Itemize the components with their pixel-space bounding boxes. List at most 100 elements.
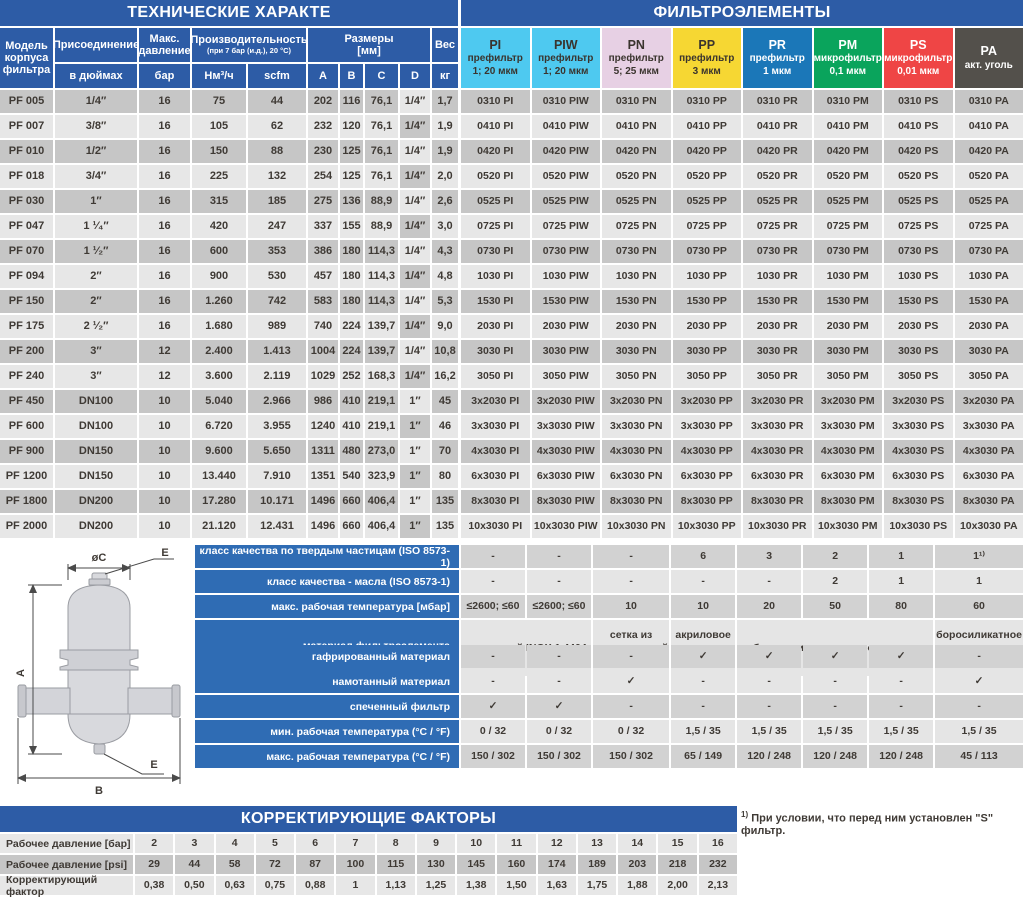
spec-value-cell: 1,5 / 35: [737, 720, 802, 743]
filter-element-cell: 0730 PR: [743, 240, 812, 263]
subheader-bar: бар: [139, 64, 190, 88]
filter-element-cell: 0730 PI: [461, 240, 530, 263]
filter-element-cell: 3050 PA: [954, 365, 1023, 388]
model-cell: PF 600: [0, 415, 53, 438]
data-cell: 600: [192, 240, 246, 263]
filter-element-cell: 0310 PR: [743, 90, 812, 113]
spec-value-cell: 1,5 / 35: [671, 720, 736, 743]
spec-value-cell: -: [671, 670, 736, 693]
filter-micron-label: 0,01 мкм: [897, 65, 940, 77]
filter-element-cell: 0310 PA: [954, 90, 1023, 113]
data-cell: 1240: [308, 415, 338, 438]
filter-element-cell: 0520 PA: [954, 165, 1023, 188]
spec-value-cell: -: [461, 545, 525, 568]
filter-element-cell: 3x2030 PN: [602, 390, 671, 413]
filter-element-cell: 4x3030 PIW: [531, 440, 600, 463]
data-cell: 10: [139, 440, 190, 463]
data-cell: 1″: [400, 415, 430, 438]
filter-element-cell: 1030 PA: [954, 265, 1023, 288]
data-cell: 88: [248, 140, 306, 163]
filter-element-cell: 0420 PA: [954, 140, 1023, 163]
filter-element-cell: 6x3030 PI: [461, 465, 530, 488]
data-cell: 120: [340, 115, 363, 138]
spec-value-cell: 1,5 / 35: [869, 720, 934, 743]
data-cell: 1/4″: [400, 340, 430, 363]
data-cell: 986: [308, 390, 338, 413]
spec-value-cell: 65 / 149: [671, 745, 736, 768]
spec-value-cell: 1,5 / 35: [803, 720, 868, 743]
model-cell: PF 450: [0, 390, 53, 413]
spec-value-cell: 0 / 32: [461, 720, 525, 743]
filter-element-cell: 0730 PA: [954, 240, 1023, 263]
dim-label-port-e-bottom: E: [150, 759, 157, 771]
spec-value-cell: 45 / 113: [935, 745, 1023, 768]
data-cell: 1496: [308, 490, 338, 513]
data-cell: 420: [192, 215, 246, 238]
vessel-body: [17, 572, 181, 755]
data-cell: 410: [340, 390, 363, 413]
filter-column-header: PN префильтр 5; 25 мкм: [602, 28, 671, 88]
data-cell: 1/4″: [55, 90, 137, 113]
data-cell: 740: [308, 315, 338, 338]
data-cell: 80: [432, 465, 458, 488]
spec-value-cell: -: [593, 570, 670, 593]
filter-element-cell: 10x3030 PI: [461, 515, 530, 538]
data-cell: 1/2″: [55, 140, 137, 163]
filter-element-cell: 3050 PP: [672, 365, 741, 388]
data-cell: 1″: [400, 390, 430, 413]
column-header-connection: Присоединение: [53, 28, 139, 62]
filter-element-cell: 3x3030 PP: [672, 415, 741, 438]
filter-element-cell: 3x3030 PR: [743, 415, 812, 438]
data-cell: 76,1: [365, 140, 398, 163]
footnote-text: При условии, что перед ним установлен "S…: [741, 812, 994, 837]
spec-value-cell: -: [869, 670, 934, 693]
spec-value-cell: 1: [869, 570, 934, 593]
filter-element-cell: 4x3030 PN: [602, 440, 671, 463]
correction-value-cell: 29: [135, 855, 174, 874]
spec-value-cell: ✓: [461, 695, 525, 718]
filter-element-cell: 2030 PM: [813, 315, 882, 338]
model-cell: PF 010: [0, 140, 53, 163]
data-cell: 457: [308, 265, 338, 288]
filter-element-cell: 0420 PN: [602, 140, 671, 163]
subheader-dim-a: A: [308, 64, 338, 88]
correction-value-cell: 14: [618, 834, 657, 853]
data-cell: 62: [248, 115, 306, 138]
model-cell: PF 047: [0, 215, 53, 238]
filter-element-cell: 0410 PN: [602, 115, 671, 138]
data-cell: 10,8: [432, 340, 458, 363]
dim-label-port-e-top: E: [161, 547, 168, 559]
filter-element-cell: 3030 PP: [672, 340, 741, 363]
filter-micron-label: 3 мкм: [692, 65, 721, 77]
filter-element-cell: 0410 PM: [813, 115, 882, 138]
spec-value-cell: 120 / 248: [869, 745, 934, 768]
spec-value-cell: 1: [869, 545, 934, 568]
data-cell: 3.600: [192, 365, 246, 388]
spec-value-cell: -: [593, 695, 670, 718]
spec-value-cell: ✓: [671, 645, 736, 668]
data-cell: 125: [340, 140, 363, 163]
data-cell: 114,3: [365, 290, 398, 313]
filter-element-cell: 6x3030 PR: [743, 465, 812, 488]
filter-element-cell: 3050 PN: [602, 365, 671, 388]
filter-element-cell: 2030 PIW: [531, 315, 600, 338]
filter-element-cell: 3x2030 PIW: [531, 390, 600, 413]
spec-value-cell: 0 / 32: [593, 720, 670, 743]
filter-element-cell: 3030 PIW: [531, 340, 600, 363]
filter-element-cell: 3050 PR: [743, 365, 812, 388]
data-cell: 150: [192, 140, 246, 163]
filter-column-header: PS микрофильтр 0,01 мкм: [884, 28, 953, 88]
filter-element-cell: 0525 PN: [602, 190, 671, 213]
filter-element-cell: 2030 PP: [672, 315, 741, 338]
data-cell: 3″: [55, 365, 137, 388]
filter-element-cell: 0310 PS: [884, 90, 953, 113]
data-cell: 2,0: [432, 165, 458, 188]
filter-element-cell: 0520 PP: [672, 165, 741, 188]
filter-element-cell: 1530 PN: [602, 290, 671, 313]
filter-element-cell: 0310 PM: [813, 90, 882, 113]
filter-element-cell: 8x3030 PIW: [531, 490, 600, 513]
filter-element-cell: 0410 PR: [743, 115, 812, 138]
capacity-title: Производительность: [190, 34, 308, 47]
filter-code-label: PS: [909, 37, 927, 52]
correction-value-cell: 9: [416, 834, 456, 853]
